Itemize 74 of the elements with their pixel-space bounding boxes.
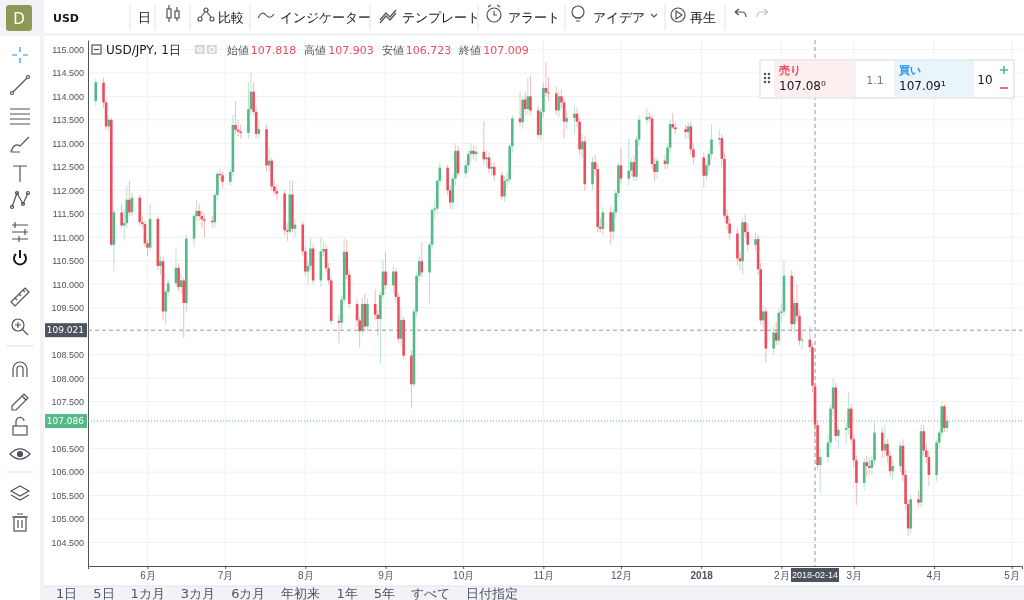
text: アラート	[508, 10, 560, 25]
y-tick-label: 113.000	[52, 138, 84, 149]
ref-line-label: 107.086	[46, 416, 85, 427]
text: D	[13, 10, 25, 28]
text: インジケーター	[280, 10, 371, 25]
text: USD	[53, 12, 79, 25]
x-tick-label: 6月	[140, 570, 156, 582]
y-tick-label: 114.000	[52, 91, 84, 102]
y-tick-label: 105.500	[51, 490, 84, 501]
candlestick	[505, 171, 509, 189]
y-tick-label: 108.500	[51, 350, 84, 361]
annotation: 買い	[898, 64, 921, 77]
annotation: 107.09¹	[899, 79, 946, 93]
text: すべて	[410, 586, 450, 600]
y-tick-label: 107.500	[51, 397, 84, 408]
text: 1カ月	[130, 586, 165, 600]
text: 1日	[56, 586, 78, 600]
x-tick-label: 4月	[926, 570, 943, 582]
y-tick-label: 104.500	[51, 537, 84, 548]
text: 日付指定	[465, 586, 518, 600]
annotation: 安値	[381, 44, 404, 57]
text: 日	[138, 10, 151, 25]
y-tick-label: 109.500	[51, 303, 84, 314]
annotation: 107.903	[328, 44, 374, 57]
text: 5日	[93, 586, 115, 600]
text: 6カ月	[231, 586, 266, 600]
text: アイデア	[593, 10, 645, 25]
text: 年初来	[281, 586, 321, 600]
annotation: 107.009	[483, 44, 529, 57]
text: テンプレート	[402, 10, 480, 25]
y-tick-label: 112.500	[52, 162, 84, 173]
y-tick-label: 106.500	[51, 443, 84, 454]
x-tick-label: 11月	[533, 570, 555, 582]
y-tick-label: 113.500	[52, 115, 84, 126]
x-tick-label: 3月	[846, 570, 863, 582]
y-tick-label: 110.000	[52, 279, 84, 290]
y-tick-label: 115.000	[52, 44, 84, 55]
x-tick-label: 2018	[690, 570, 714, 582]
annotation: 終値	[458, 44, 482, 57]
candlestick	[275, 185, 279, 201]
y-tick-label: 110.500	[52, 256, 84, 267]
x-tick-label: 2月	[774, 570, 790, 582]
y-tick-label: 108.000	[51, 373, 84, 384]
x-tick-label: 7月	[217, 570, 234, 582]
y-tick-label: 112.000	[52, 185, 84, 196]
ref-line-label: 2018-02-14	[792, 570, 839, 580]
annotation: 売り	[779, 64, 801, 77]
annotation: 始値	[226, 44, 249, 57]
text: 再生	[690, 10, 716, 25]
text: 3カ月	[180, 586, 216, 600]
ref-line-label: 109.021	[46, 325, 84, 336]
annotation: 高値	[304, 44, 327, 57]
text: 比較	[218, 10, 244, 25]
x-tick-label: 5月	[1004, 570, 1020, 582]
annotation: 1.1	[866, 74, 884, 87]
annotation: 107.08⁰	[779, 79, 826, 93]
annotation: 10	[977, 73, 993, 87]
y-tick-label: 114.500	[52, 68, 84, 79]
y-tick-label: 111.000	[52, 232, 84, 243]
chart-title: USD/JPY, 1日	[106, 43, 181, 57]
x-tick-label: 10月	[453, 570, 475, 582]
text: 5年	[373, 586, 395, 600]
x-tick-label: 12月	[610, 570, 633, 582]
candlestick	[485, 149, 488, 168]
annotation: 107.818	[250, 44, 297, 57]
candlestick	[717, 128, 721, 147]
x-tick-label: 8月	[298, 570, 314, 582]
annotation: 106.723	[405, 44, 452, 57]
text: 1年	[336, 586, 358, 600]
candlestick	[598, 217, 602, 234]
y-tick-label: 111.500	[52, 209, 84, 220]
y-tick-label: 106.000	[51, 467, 84, 478]
y-tick-label: 105.000	[51, 514, 84, 525]
x-tick-label: 9月	[378, 570, 394, 582]
